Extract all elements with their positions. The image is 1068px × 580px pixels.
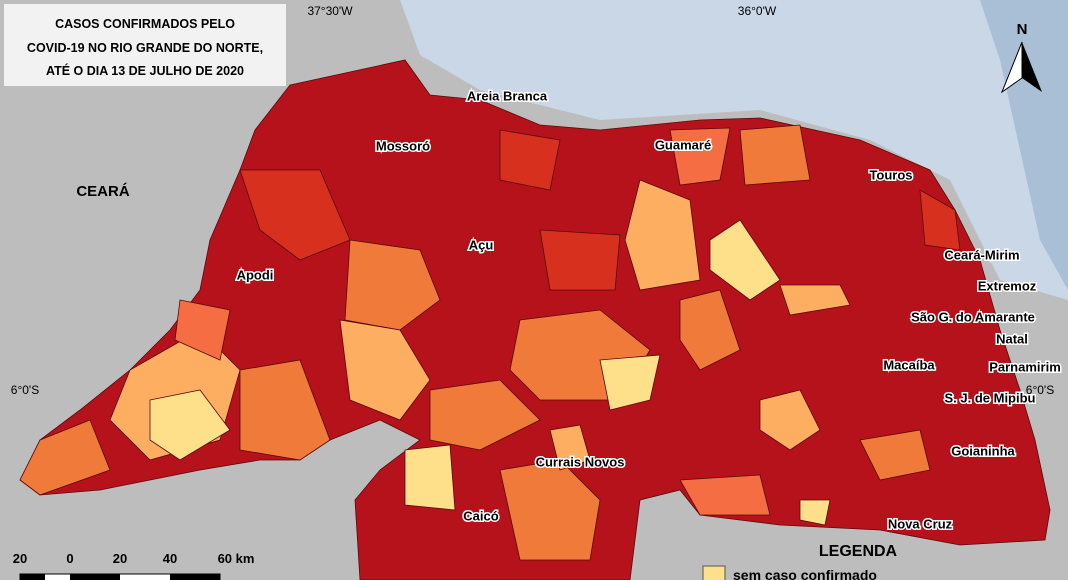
municipality bbox=[19, 419, 111, 496]
north-arrow bbox=[1022, 42, 1042, 92]
scale-bar-segment bbox=[70, 574, 120, 580]
north-label: N bbox=[1017, 21, 1028, 38]
scale-bar-segment bbox=[20, 574, 45, 580]
ocean bbox=[350, 0, 1068, 300]
region-label: CEARÁ bbox=[76, 183, 130, 200]
municipality bbox=[499, 459, 601, 561]
ocean-deep bbox=[980, 0, 1068, 290]
scale-label: 0 bbox=[66, 551, 73, 566]
north-arrow bbox=[1000, 41, 1023, 94]
municipality bbox=[174, 299, 231, 361]
municipality bbox=[239, 169, 351, 261]
municipality bbox=[404, 444, 456, 511]
coast bbox=[360, 0, 420, 60]
municipality bbox=[239, 359, 331, 461]
scale-label: 20 bbox=[113, 551, 127, 566]
city-label: Natal bbox=[996, 331, 1028, 346]
scale-bar: 20 0 20 40 60 km bbox=[13, 551, 255, 580]
scale-label: 60 km bbox=[218, 551, 255, 566]
city-label: Parnamirim bbox=[989, 359, 1061, 374]
city-label: Macaíba bbox=[883, 357, 935, 372]
title-line: CASOS CONFIRMADOS PELO bbox=[55, 17, 235, 31]
city-label: Nova Cruz bbox=[888, 516, 953, 531]
municipality bbox=[739, 124, 811, 186]
city-label: Guamaré bbox=[655, 137, 711, 152]
municipality bbox=[679, 474, 771, 516]
city-label: S. J. de Mipibu bbox=[944, 390, 1035, 405]
longitude-label: 37°30'W bbox=[307, 4, 353, 18]
municipalities bbox=[19, 124, 961, 561]
city-label: Goianinha bbox=[951, 443, 1015, 458]
scale-label: 40 bbox=[163, 551, 177, 566]
city-label: Touros bbox=[869, 167, 912, 182]
municipality bbox=[539, 229, 621, 291]
municipality bbox=[679, 289, 741, 371]
title-line: ATÉ O DIA 13 DE JULHO DE 2020 bbox=[46, 63, 244, 78]
city-labels: Areia Branca Mossoró Guamaré Touros Açu Apodi… bbox=[235, 87, 1062, 533]
legend-swatch bbox=[702, 565, 726, 580]
title-box bbox=[4, 4, 286, 86]
city-label: Açu bbox=[469, 237, 494, 252]
municipality bbox=[709, 219, 781, 301]
municipality bbox=[339, 319, 431, 421]
municipality bbox=[344, 239, 441, 331]
city-label: Apodi bbox=[237, 267, 274, 282]
latitude-label: 6°0'S bbox=[1026, 383, 1054, 397]
city-label: Areia Branca bbox=[467, 88, 548, 103]
municipality bbox=[799, 499, 831, 526]
legend-item: sem caso confirmado bbox=[733, 567, 877, 580]
municipality bbox=[919, 189, 961, 251]
legend-title: LEGENDA bbox=[819, 543, 898, 560]
municipality bbox=[624, 179, 701, 291]
city-label: Mossoró bbox=[376, 138, 430, 153]
municipality bbox=[669, 127, 731, 186]
city-label: São G. do Amarante bbox=[911, 309, 1035, 324]
municipality bbox=[429, 379, 541, 451]
municipality bbox=[549, 424, 591, 471]
city-label: Currais Novos bbox=[536, 454, 625, 469]
municipality bbox=[759, 389, 821, 451]
title-line: COVID-19 NO RIO GRANDE DO NORTE, bbox=[27, 41, 263, 55]
municipality bbox=[779, 284, 851, 316]
city-label: Caicó bbox=[463, 508, 498, 523]
scale-bar-segment bbox=[170, 574, 220, 580]
latitude-label: 6°0'S bbox=[11, 383, 39, 397]
city-label: Ceará-Mirim bbox=[944, 247, 1019, 262]
scale-label: 20 bbox=[13, 551, 27, 566]
longitude-label: 36°0'W bbox=[738, 4, 777, 18]
municipality bbox=[149, 389, 231, 461]
municipality bbox=[859, 429, 931, 481]
municipality bbox=[599, 354, 661, 411]
city-label: Extremoz bbox=[978, 278, 1037, 293]
municipality bbox=[499, 129, 561, 191]
